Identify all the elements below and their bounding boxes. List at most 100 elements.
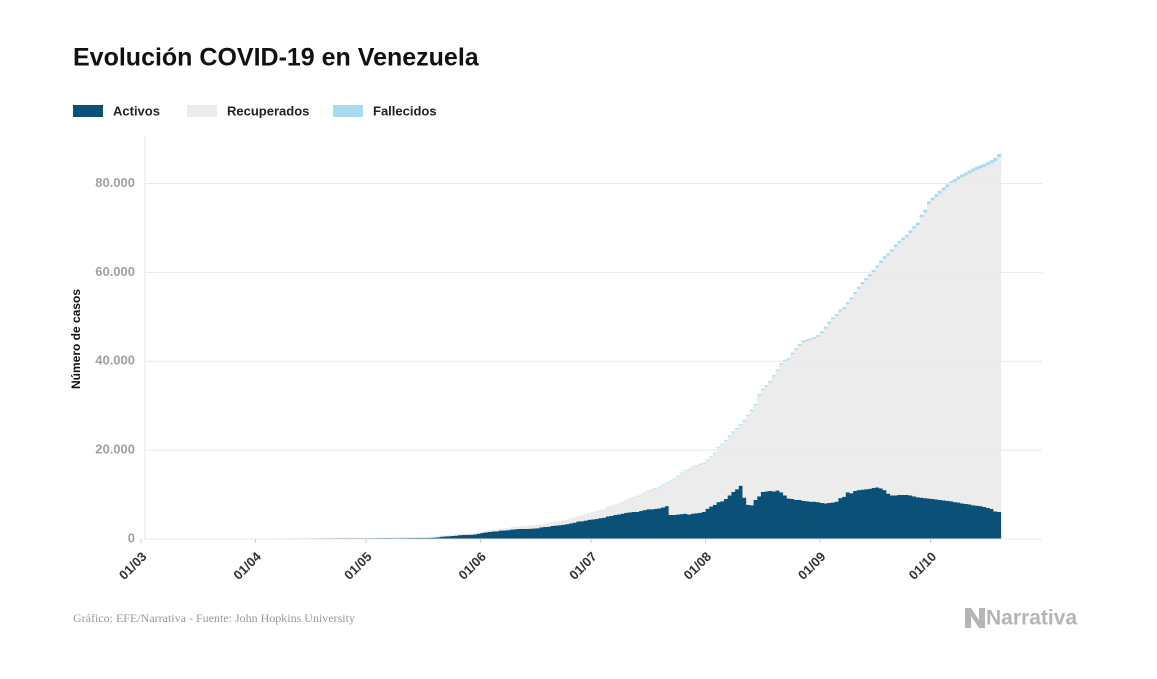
bar-segment	[938, 500, 942, 539]
bar-segment	[790, 499, 794, 539]
bar-segment	[687, 469, 691, 470]
bar-segment	[562, 521, 566, 525]
y-tick-label: 0	[128, 530, 135, 545]
bar-segment	[746, 415, 750, 416]
bar-segment	[901, 240, 905, 495]
bar-segment	[521, 526, 525, 529]
bar-segment	[909, 495, 913, 539]
bar-segment	[942, 500, 946, 539]
bar-segment	[340, 538, 344, 539]
bar-segment	[912, 229, 916, 497]
bar-segment	[676, 476, 680, 477]
bar-segment	[617, 515, 621, 539]
bar-segment	[909, 230, 913, 233]
bar-segment	[425, 537, 429, 538]
bar-segment	[503, 530, 507, 539]
bar-segment	[488, 530, 492, 532]
bar-segment	[761, 389, 765, 390]
bar-segment	[805, 339, 809, 341]
bar-segment	[587, 520, 591, 539]
x-tick-label: 01/03	[116, 549, 150, 583]
bar-segment	[554, 526, 558, 539]
bar-segment	[886, 256, 890, 494]
bar-segment	[779, 363, 783, 364]
bar-segment	[849, 297, 853, 299]
x-tick-label: 01/10	[906, 549, 940, 583]
bar-segment	[979, 165, 983, 168]
bar-segment	[802, 501, 806, 539]
bar-segment	[506, 528, 510, 530]
y-tick-label: 20.000	[95, 442, 135, 457]
bar-segment	[709, 456, 713, 457]
bar-segment	[661, 507, 665, 539]
bar-segment	[709, 507, 713, 539]
bar-segment	[794, 348, 798, 350]
bar-segment	[613, 505, 617, 515]
bar-segment	[761, 390, 765, 492]
bar-segment	[997, 157, 1001, 512]
bar-segment	[691, 467, 695, 468]
bar-segment	[351, 538, 355, 539]
bar-segment	[897, 495, 901, 539]
y-tick-label: 40.000	[95, 353, 135, 368]
plot-area	[185, 154, 1001, 539]
bar-segment	[990, 509, 994, 539]
bar-segment	[838, 310, 842, 312]
bar-segment	[783, 495, 787, 539]
bar-segment	[528, 529, 532, 539]
bar-segment	[720, 501, 724, 539]
bar-segment	[477, 534, 481, 539]
bar-segment	[916, 223, 920, 226]
bar-segment	[857, 287, 861, 289]
bar-segment	[399, 537, 403, 538]
y-tick-label: 80.000	[95, 175, 135, 190]
bar-segment	[658, 508, 662, 539]
bar-segment	[514, 529, 518, 539]
bar-segment	[672, 515, 676, 539]
bar-segment	[359, 538, 363, 539]
bar-segment	[521, 529, 525, 539]
bar-segment	[665, 482, 669, 483]
x-tick-label: 01/06	[455, 549, 489, 583]
bar-segment	[731, 432, 735, 433]
source-note: Gráfico: EFE/Narrativa - Fuente: John Ho…	[73, 611, 355, 625]
bar-segment	[702, 463, 706, 511]
bar-segment	[886, 253, 890, 255]
bar-segment	[739, 486, 743, 539]
bar-segment	[647, 491, 651, 509]
bar-segment	[396, 537, 400, 538]
bar-segment	[480, 533, 484, 539]
bar-segment	[687, 470, 691, 515]
bar-segment	[370, 538, 374, 539]
bar-segment	[728, 436, 732, 437]
bar-segment	[510, 530, 514, 539]
bar-segment	[838, 312, 842, 499]
bar-segment	[768, 491, 772, 539]
bar-segment	[333, 538, 337, 539]
bar-segment	[484, 532, 488, 539]
bar-segment	[532, 526, 536, 529]
legend-swatch	[73, 105, 103, 117]
bar-segment	[569, 519, 573, 524]
bar-segment	[990, 160, 994, 163]
bar-segment	[683, 470, 687, 471]
bar-segment	[713, 453, 717, 454]
legend-label: Fallecidos	[373, 103, 437, 118]
bar-segment	[532, 529, 536, 539]
bar-segment	[975, 170, 979, 506]
bar-segment	[680, 473, 684, 514]
bar-segment	[923, 210, 927, 213]
legend-swatch	[187, 105, 217, 117]
bar-segment	[761, 492, 765, 539]
bar-segment	[982, 167, 986, 507]
bar-segment	[742, 498, 746, 539]
bar-segment	[506, 530, 510, 539]
bar-segment	[831, 319, 835, 502]
bar-segment	[794, 500, 798, 539]
bar-segment	[717, 447, 721, 448]
bar-segment	[809, 339, 813, 341]
bar-segment	[525, 526, 529, 529]
bar-segment	[849, 493, 853, 539]
bar-segment	[587, 513, 591, 519]
bar-segment	[695, 466, 699, 513]
